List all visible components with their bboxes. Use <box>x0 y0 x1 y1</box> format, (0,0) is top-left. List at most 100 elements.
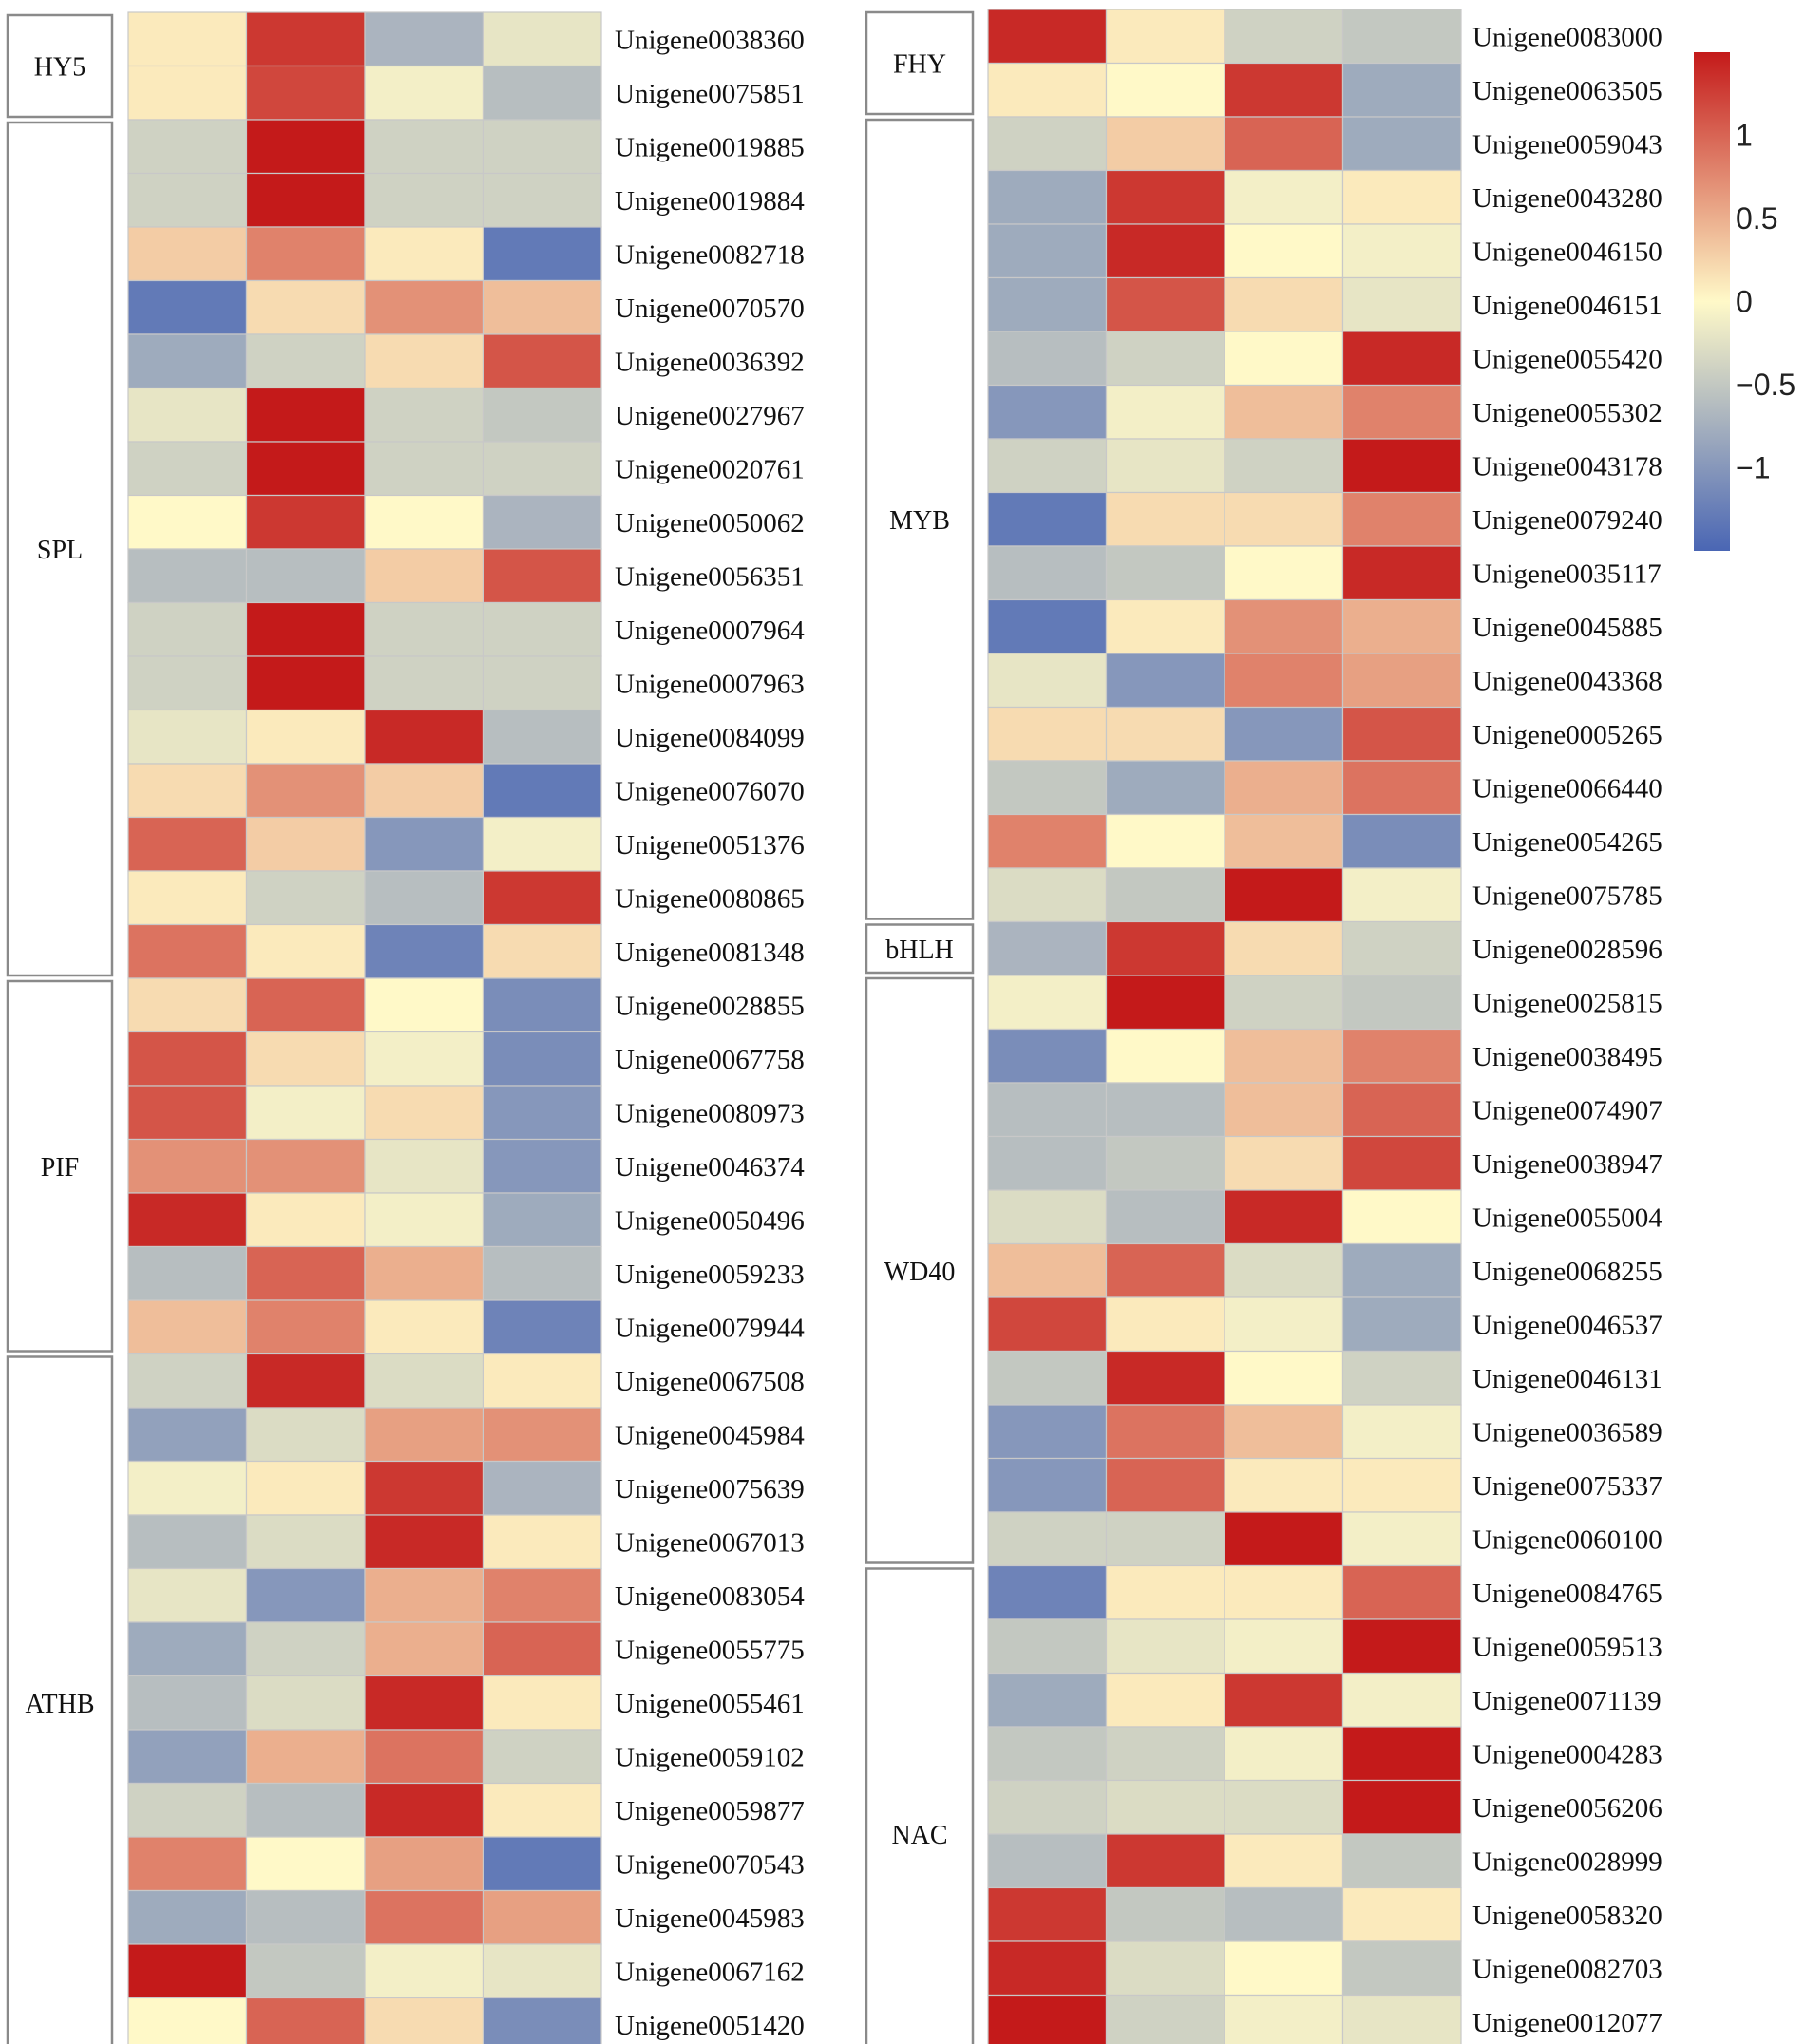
gene-label: Unigene0060100 <box>1472 1524 1662 1555</box>
heatmap-cell <box>1341 867 1462 923</box>
heatmap-cell <box>1224 1028 1344 1084</box>
heatmap-cell <box>245 11 366 67</box>
heatmap-cell <box>987 760 1108 816</box>
heatmap-cell <box>987 1028 1108 1084</box>
heatmap-cell <box>1341 223 1462 279</box>
heatmap-cell <box>245 1889 366 1945</box>
heatmap-cell <box>1341 1618 1462 1675</box>
heatmap-cell <box>364 1943 484 1999</box>
gene-label: Unigene0054265 <box>1472 827 1662 858</box>
heatmap-cell <box>127 977 248 1033</box>
heatmap-cell <box>245 1567 366 1623</box>
heatmap-cell <box>364 1085 484 1141</box>
heatmap-cell <box>127 226 248 282</box>
heatmap-cell <box>364 1514 484 1570</box>
heatmap-cell <box>364 1621 484 1677</box>
heatmap-cell <box>1341 1833 1462 1889</box>
heatmap-cell <box>1224 1618 1344 1675</box>
heatmap-cell <box>1224 1135 1344 1191</box>
heatmap-cell <box>1224 1779 1344 1835</box>
gene-label: Unigene0019885 <box>615 132 805 162</box>
heatmap-cell <box>1105 1296 1226 1353</box>
heatmap-cell <box>127 1085 248 1141</box>
gene-label: Unigene0045984 <box>615 1420 805 1450</box>
heatmap-cell <box>1341 1779 1462 1835</box>
heatmap-cell <box>245 387 366 443</box>
heatmap-cell <box>1341 760 1462 816</box>
color-scale-tick-label: 0 <box>1736 285 1753 319</box>
heatmap-cell <box>1341 384 1462 440</box>
heatmap-cell <box>364 870 484 926</box>
gene-label: Unigene0059233 <box>615 1259 805 1290</box>
heatmap-cell <box>245 601 366 657</box>
heatmap-cell <box>482 548 602 604</box>
heatmap-cell <box>245 1460 366 1516</box>
heatmap-cell <box>482 1675 602 1731</box>
heatmap-cell <box>245 1085 366 1141</box>
heatmap-cell <box>364 1782 484 1838</box>
heatmap-cell <box>1224 169 1344 225</box>
group-bracket <box>864 923 975 975</box>
heatmap-cell <box>364 1299 484 1355</box>
heatmap-cell <box>987 331 1108 387</box>
heatmap-cell <box>1105 116 1226 172</box>
heatmap-cell <box>1105 1457 1226 1513</box>
heatmap-cell <box>1341 1082 1462 1138</box>
heatmap-cell <box>987 1457 1108 1513</box>
heatmap-cell <box>482 763 602 819</box>
heatmap-cell <box>1341 1404 1462 1460</box>
gene-label: Unigene0050062 <box>615 508 805 539</box>
gene-label: Unigene0045983 <box>615 1903 805 1934</box>
heatmap-cell <box>1341 276 1462 332</box>
heatmap-cell <box>1105 1404 1226 1460</box>
heatmap-cell <box>987 867 1108 923</box>
gene-label: Unigene0059102 <box>615 1742 805 1772</box>
heatmap-left-panel: Unigene0038360 Unigene0075851 Unigene00198… <box>6 11 805 2044</box>
group-label: HY5 <box>34 53 86 83</box>
group-label: MYB <box>889 506 950 536</box>
heatmap-cell <box>1105 491 1226 547</box>
heatmap-cell <box>127 870 248 926</box>
color-scale-tick-label: 1 <box>1736 119 1753 153</box>
gene-label: Unigene0046374 <box>615 1152 805 1183</box>
heatmap-cell <box>1341 1886 1462 1942</box>
heatmap-cell <box>127 11 248 67</box>
heatmap-cell <box>1224 1886 1344 1942</box>
gene-label: Unigene0046150 <box>1472 237 1662 267</box>
heatmap-cell <box>987 1564 1108 1620</box>
heatmap-cell <box>1105 1940 1226 1997</box>
gene-label: Unigene0056206 <box>1472 1793 1662 1824</box>
heatmap-cell <box>1105 598 1226 654</box>
gene-label: Unigene0045885 <box>1472 613 1662 643</box>
heatmap-cell <box>1105 1189 1226 1245</box>
heatmap-cell <box>127 1567 248 1623</box>
heatmap-cell <box>127 119 248 175</box>
heatmap-cell <box>1341 1028 1462 1084</box>
gene-label: Unigene0036589 <box>1472 1417 1662 1448</box>
heatmap-cell <box>482 11 602 67</box>
heatmap-cell <box>245 441 366 497</box>
group-label: FHY <box>893 50 946 80</box>
heatmap-cell <box>987 1189 1108 1245</box>
heatmap-cell <box>364 1407 484 1463</box>
heatmap-cell <box>245 548 366 604</box>
heatmap-cell <box>245 1836 366 1892</box>
heatmap-cell <box>987 706 1108 762</box>
heatmap-cell <box>245 1407 366 1463</box>
heatmap-cell <box>364 279 484 335</box>
heatmap-cell <box>364 333 484 389</box>
heatmap-cell <box>987 1511 1108 1567</box>
heatmap-cell <box>1341 1242 1462 1298</box>
gene-label: Unigene0027967 <box>615 401 805 431</box>
heatmap-cell <box>364 226 484 282</box>
heatmap-cell <box>1224 62 1344 118</box>
heatmap-cell <box>987 1082 1108 1138</box>
heatmap-cell <box>364 763 484 819</box>
heatmap-cell <box>1341 706 1462 762</box>
gene-label: Unigene0067013 <box>615 1527 805 1558</box>
heatmap-cell <box>1341 1940 1462 1997</box>
heatmap-cell <box>245 1943 366 1999</box>
heatmap-cell <box>482 709 602 765</box>
heatmap-cell <box>482 65 602 121</box>
group-bracket <box>6 1355 114 2044</box>
